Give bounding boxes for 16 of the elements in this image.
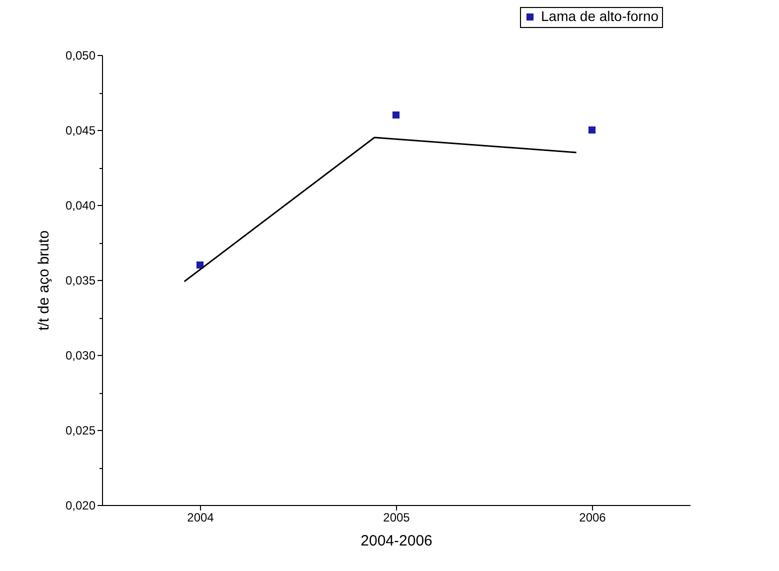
- point: [392, 111, 400, 119]
- y-axis-title: t/t de aço bruto: [35, 230, 52, 331]
- point: [196, 261, 204, 269]
- legend-label: Lama de alto-forno: [541, 8, 659, 24]
- y-tick-label: 0,025: [65, 424, 96, 438]
- x-tick-label: 2004: [187, 510, 214, 524]
- y-tick-label: 0,045: [65, 124, 96, 138]
- y-tick-label: 0,035: [65, 274, 96, 288]
- y-tick-label: 0,040: [65, 198, 96, 212]
- x-tick-label: 2005: [383, 510, 410, 524]
- y-tick-label: 0,030: [65, 348, 96, 362]
- point: [588, 126, 596, 134]
- x-tick-label: 2006: [579, 510, 606, 524]
- x-axis-title: 2004-2006: [360, 532, 432, 550]
- y-tick-label: 0,020: [65, 498, 96, 512]
- y-tick-label: 0,050: [65, 48, 96, 62]
